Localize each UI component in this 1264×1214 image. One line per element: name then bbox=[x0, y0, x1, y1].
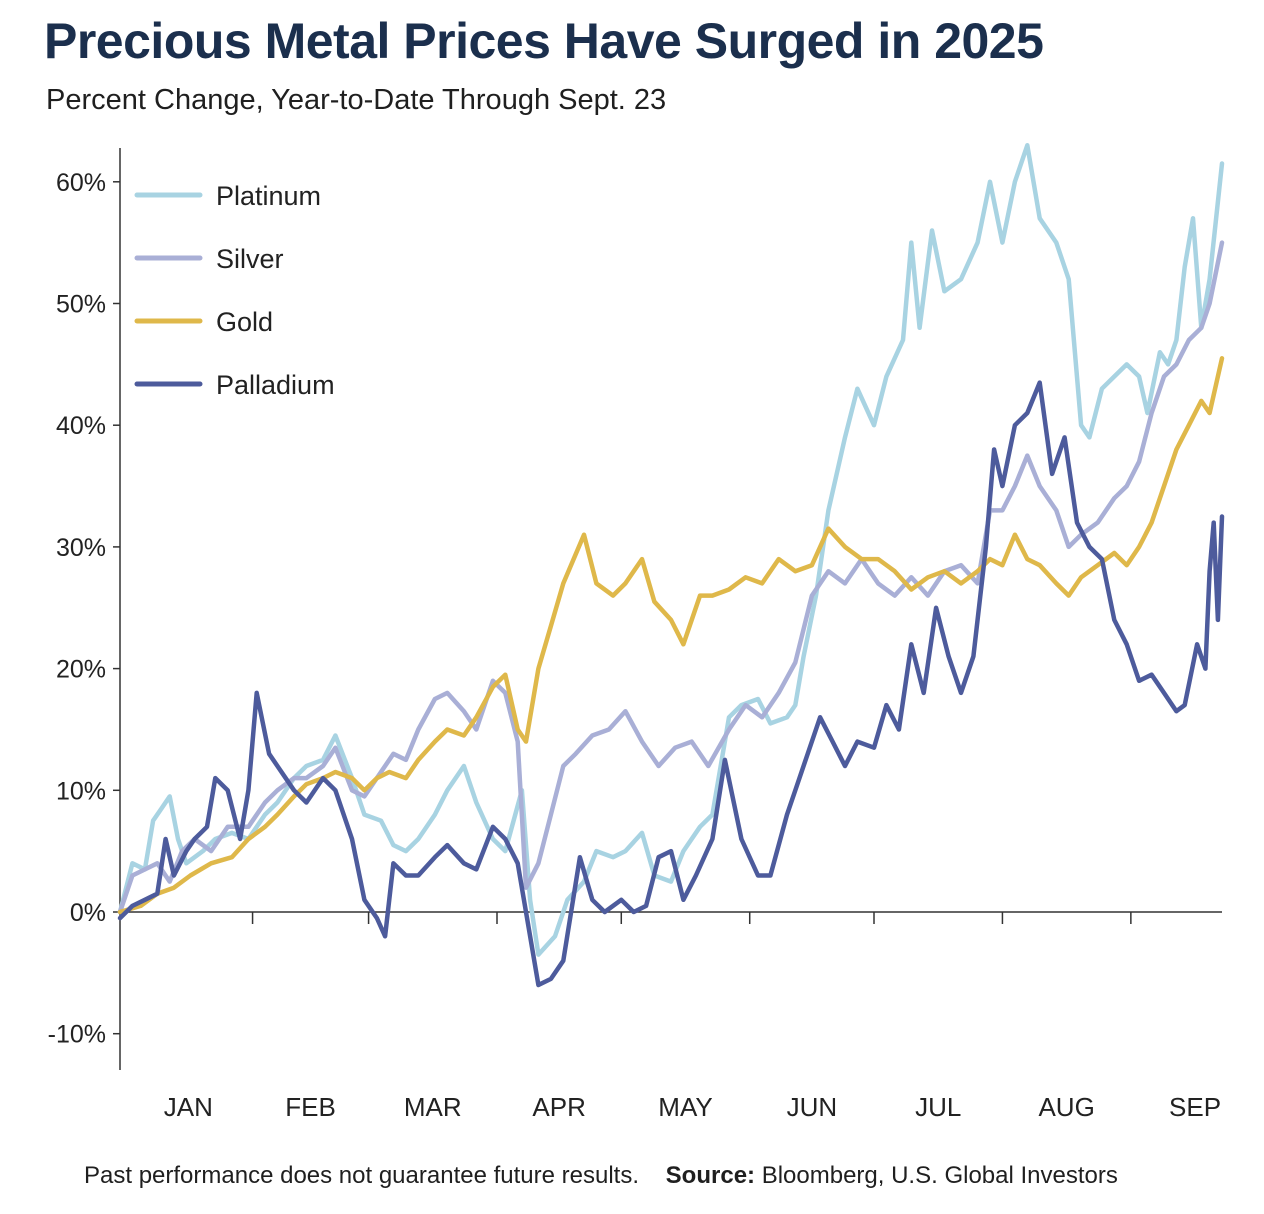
x-tick-label: APR bbox=[532, 1092, 585, 1122]
series-line-silver bbox=[117, 240, 1225, 915]
x-axis: JAN FEB MAR APR MAY JUN JUL AUG SEP bbox=[120, 911, 1222, 1122]
disclaimer-text: Past performance does not guarantee futu… bbox=[84, 1162, 639, 1189]
footer: Past performance does not guarantee futu… bbox=[84, 1162, 1118, 1190]
series-line-platinum bbox=[117, 143, 1225, 957]
x-tick-label: SEP bbox=[1169, 1092, 1221, 1122]
legend-label-platinum: Platinum bbox=[216, 181, 321, 211]
y-tick-label: 0% bbox=[70, 899, 106, 927]
y-tick-label: 40% bbox=[56, 412, 106, 440]
y-tick-label: 50% bbox=[56, 291, 106, 319]
legend-label-palladium: Palladium bbox=[216, 370, 335, 400]
x-tick-label: JUN bbox=[787, 1092, 838, 1122]
series-lines bbox=[117, 143, 1225, 988]
x-tick-label: FEB bbox=[285, 1092, 336, 1122]
y-tick-label: 30% bbox=[56, 534, 106, 562]
series-line-gold bbox=[117, 356, 1225, 915]
source-label: Source: bbox=[665, 1162, 756, 1189]
x-tick-label: JUL bbox=[915, 1092, 961, 1122]
x-tick-label: MAR bbox=[404, 1092, 462, 1122]
x-tick-label: AUG bbox=[1038, 1092, 1094, 1122]
y-tick-label: -10% bbox=[48, 1021, 106, 1049]
y-tick-label: 20% bbox=[56, 656, 106, 684]
x-tick-label: JAN bbox=[164, 1092, 213, 1122]
y-axis: -10% 0% 10% 20% 30% 40% 50% 60% bbox=[48, 148, 121, 1070]
legend: Platinum Silver Gold Palladium bbox=[134, 181, 335, 400]
chart-subtitle: Percent Change, Year-to-Date Through Sep… bbox=[46, 84, 667, 116]
chart-title: Precious Metal Prices Have Surged in 202… bbox=[44, 13, 1044, 69]
legend-label-silver: Silver bbox=[216, 244, 284, 274]
series-line-palladium bbox=[117, 380, 1225, 988]
x-tick-label: MAY bbox=[658, 1092, 712, 1122]
legend-label-gold: Gold bbox=[216, 307, 273, 337]
y-tick-label: 10% bbox=[56, 777, 106, 805]
source-text: Bloomberg, U.S. Global Investors bbox=[761, 1162, 1118, 1189]
y-tick-label: 60% bbox=[56, 169, 106, 197]
